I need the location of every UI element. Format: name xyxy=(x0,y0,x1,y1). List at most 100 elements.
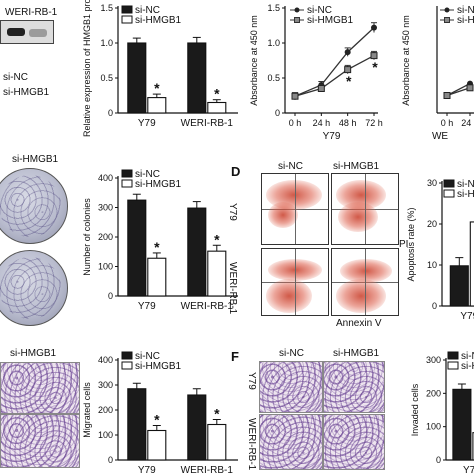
blot-cell-line-label: WERI-RB-1 xyxy=(5,7,58,18)
legend-swatch-apoptosis-1 xyxy=(443,189,455,198)
y-tick-label-migration-0: 0 xyxy=(108,455,113,465)
y-tick-label-hmgb1_expression-3: 1.5 xyxy=(100,3,113,13)
legend-label-apoptosis-1: si-HMGB1 xyxy=(457,189,474,200)
legend-label-colonies-0: si-NC xyxy=(135,169,160,180)
y-axis-label-cck8_y79: Absorbance at 450 nm xyxy=(249,15,259,106)
y-tick-label-apoptosis-3: 30 xyxy=(427,178,437,188)
panel-letter-f: F xyxy=(231,349,239,364)
bar-invasion-si-HMGB1-Y79 xyxy=(472,432,474,461)
colony-header: si-HMGB1 xyxy=(12,154,59,165)
bar-apoptosis-si-NC-Y79 xyxy=(449,265,469,307)
invasion-image-y79-si-nc xyxy=(259,361,323,413)
y-axis-label-colonies: Number of colonies xyxy=(82,198,92,276)
x-tick-label-apoptosis-0: Y79 xyxy=(460,311,474,322)
bar-migration-si-HMGB1-WERI-RB-1 xyxy=(207,423,227,461)
legend-label-hmgb1_expression-0: si-NC xyxy=(135,5,160,16)
y-tick-label-cck8_y79-2: 1.0 xyxy=(267,38,280,48)
x-tick-label-colonies-0: Y79 xyxy=(138,301,156,312)
invasion-col-si-nc: si-NC xyxy=(279,348,304,359)
point-cck8_y79-1-1 xyxy=(317,85,325,92)
legend-label-apoptosis-0: si-NC xyxy=(457,179,474,190)
y-axis-label-apoptosis: Apoptosis rate (%) xyxy=(406,207,416,281)
bar-migration-si-NC-WERI-RB-1 xyxy=(187,394,207,461)
y-axis-label-invasion: Invaded cells xyxy=(410,383,420,436)
significance-hmgb1_expression-0: * xyxy=(154,80,160,96)
western-blot-image xyxy=(0,20,54,44)
y-tick-label-apoptosis-1: 10 xyxy=(427,260,437,270)
point-cck8_y79-0-3 xyxy=(371,24,377,31)
bar-migration-si-HMGB1-Y79 xyxy=(147,429,167,461)
y-tick-label-hmgb1_expression-1: 0.5 xyxy=(100,73,113,83)
y-tick-label-invasion-2: 200 xyxy=(426,388,441,398)
bar-colonies-si-NC-Y79 xyxy=(127,199,147,297)
point-cck8_y79-0-2 xyxy=(344,49,351,56)
significance-colonies-0: * xyxy=(154,239,160,255)
legend-swatch-migration-0 xyxy=(121,351,133,360)
x-tick-label-cck8_y79-2: 48 h xyxy=(339,118,357,128)
legend-label-cck8_weri-0: si-NC xyxy=(457,5,474,16)
y-tick-label-colonies-3: 300 xyxy=(98,203,113,213)
y-tick-label-invasion-1: 100 xyxy=(426,422,441,432)
blot-row-si-nc: si-NC xyxy=(3,72,28,83)
series-line-cck8_weri-1 xyxy=(446,87,471,97)
bar-colonies-si-NC-WERI-RB-1 xyxy=(187,207,207,297)
y-tick-label-colonies-2: 200 xyxy=(98,232,113,242)
y-tick-label-migration-2: 200 xyxy=(98,405,113,415)
legend-swatch-apoptosis-0 xyxy=(443,179,455,188)
y-axis-label-migration: Migrated cells xyxy=(82,382,92,438)
legend-label-hmgb1_expression-1: si-HMGB1 xyxy=(135,15,182,26)
y-tick-label-cck8_y79-1: 0.5 xyxy=(267,73,280,83)
legend-label-invasion-0: si-NC xyxy=(461,351,474,362)
y-axis-label-cck8_weri: Absorbance at 450 nm xyxy=(401,15,411,106)
bar-apoptosis-si-HMGB1-Y79 xyxy=(469,221,474,307)
significance-migration-1: * xyxy=(214,406,220,422)
legend-marker-cck8_y79-1 xyxy=(294,17,300,23)
y-tick-label-migration-3: 300 xyxy=(98,380,113,390)
legend-label-colonies-1: si-HMGB1 xyxy=(135,179,182,190)
legend-swatch-colonies-0 xyxy=(121,169,133,178)
x-axis-label-cck8_y79: Y79 xyxy=(323,131,341,142)
legend-label-cck8_weri-1: si-HMGB1 xyxy=(457,15,474,26)
y-tick-label-colonies-4: 400 xyxy=(98,173,113,183)
legend-swatch-invasion-0 xyxy=(447,351,459,360)
bar-colonies-si-HMGB1-Y79 xyxy=(147,257,167,297)
invasion-image-y79-si-hmgb1 xyxy=(323,361,385,413)
y-tick-label-apoptosis-2: 20 xyxy=(427,219,437,229)
y-tick-label-apoptosis-0: 0 xyxy=(432,301,437,311)
bar-hmgb1_expression-si-HMGB1-Y79 xyxy=(147,97,167,114)
y-tick-label-invasion-0: 0 xyxy=(436,455,441,465)
legend-marker-cck8_weri-1 xyxy=(444,17,450,23)
colony-dish-y79 xyxy=(0,168,68,244)
x-tick-label-cck8_weri-0: 0 h xyxy=(441,118,454,128)
y-tick-label-cck8_y79-3: 1.5 xyxy=(267,3,280,13)
flow-plot-weri-si-nc xyxy=(261,248,329,316)
legend-label-cck8_y79-0: si-NC xyxy=(307,5,332,16)
point-cck8_y79-1-3 xyxy=(370,52,378,60)
bar-hmgb1_expression-si-NC-WERI-RB-1 xyxy=(187,42,207,114)
bar-hmgb1_expression-si-NC-Y79 xyxy=(127,42,147,114)
y-tick-label-migration-1: 100 xyxy=(98,430,113,440)
point-cck8_y79-1-0 xyxy=(291,92,299,100)
flow-xlabel: Annexin V xyxy=(336,318,382,329)
flow-col-si-hmgb1: si-HMGB1 xyxy=(333,161,380,172)
blot-row-si-hmgb1: si-HMGB1 xyxy=(3,87,50,98)
x-tick-label-cck8_y79-1: 24 h xyxy=(313,118,331,128)
y-axis-label-hmgb1_expression: Relative expression of HMGB1 protein xyxy=(82,0,92,137)
x-tick-label-hmgb1_expression-1: WERI-RB-1 xyxy=(181,118,234,129)
legend-swatch-hmgb1_expression-0 xyxy=(121,5,133,14)
x-tick-label-cck8_weri-1: 24 h xyxy=(461,118,474,128)
migration-image-y79 xyxy=(0,362,80,414)
legend-marker-cck8_y79-0 xyxy=(294,7,300,13)
flow-plot-y79-si-nc xyxy=(261,173,329,245)
point-cck8_weri-1-1 xyxy=(466,84,474,92)
legend-swatch-invasion-1 xyxy=(447,361,459,370)
x-tick-label-colonies-1: WERI-RB-1 xyxy=(181,301,234,312)
bar-migration-si-NC-Y79 xyxy=(127,388,147,461)
significance-hmgb1_expression-1: * xyxy=(214,86,220,102)
colony-dish-weri xyxy=(0,250,68,326)
x-axis-label-cck8_weri: WE xyxy=(432,131,448,142)
legend-label-invasion-1: si-HMGB1 xyxy=(461,361,474,372)
point-cck8_y79-1-2 xyxy=(344,66,352,74)
significance-cck8_y79-3: * xyxy=(372,59,378,75)
